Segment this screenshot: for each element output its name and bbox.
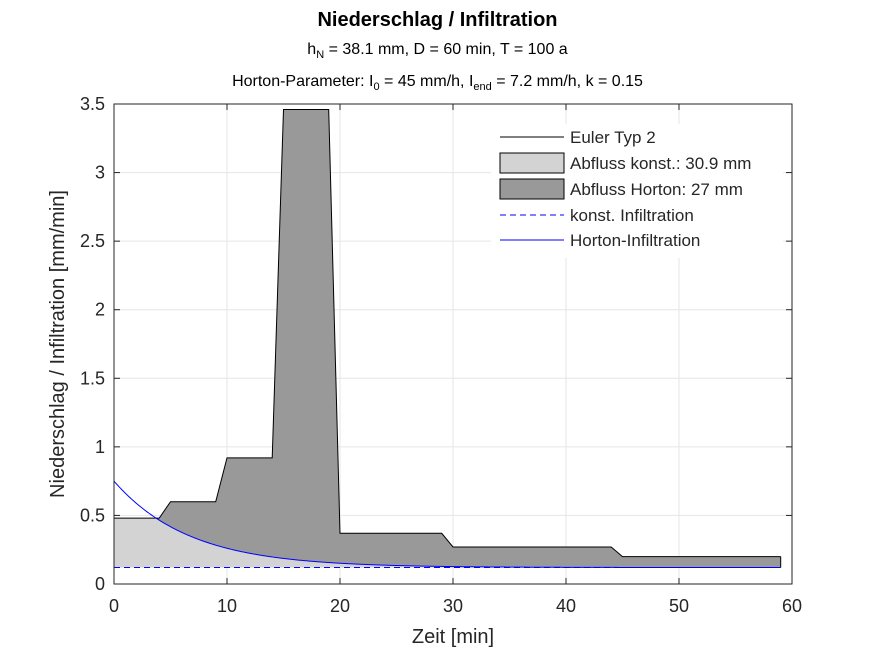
legend-label: konst. Infiltration: [570, 206, 694, 225]
x-tick-label: 50: [669, 596, 689, 616]
legend-label: Abfluss Horton: 27 mm: [570, 180, 743, 199]
y-tick-label: 0: [95, 574, 105, 594]
y-tick-label: 0.5: [80, 505, 105, 525]
legend-swatch-fill: [499, 152, 565, 174]
y-tick-label: 2: [95, 300, 105, 320]
legend-swatch-fill: [499, 178, 565, 200]
y-tick-label: 2.5: [80, 231, 105, 251]
y-tick-label: 1.5: [80, 368, 105, 388]
y-axis-label: Niederschlag / Infiltration [mm/min]: [47, 190, 69, 498]
x-tick-label: 0: [109, 596, 119, 616]
legend-label: Horton-Infiltration: [570, 231, 700, 250]
line-horton-infiltration: [113, 480, 781, 569]
y-tick-label: 3.5: [80, 94, 105, 114]
x-tick-label: 10: [217, 596, 237, 616]
legend-label: Abfluss konst.: 30.9 mm: [570, 154, 751, 173]
x-tick-label: 40: [556, 596, 576, 616]
x-tick-label: 30: [443, 596, 463, 616]
y-tick-label: 1: [95, 437, 105, 457]
chart-subtitle-2: Horton-Parameter: I0 = 45 mm/h, Iend = 7…: [232, 73, 643, 94]
legend-label: Euler Typ 2: [570, 128, 656, 147]
x-tick-label: 60: [782, 596, 802, 616]
chart-subtitle-1: hN = 38.1 mm, D = 60 min, T = 100 a: [307, 41, 568, 62]
chart-title: Niederschlag / Infiltration: [317, 9, 558, 31]
area-abfluss-konst: [114, 518, 781, 568]
y-tick-label: 3: [95, 163, 105, 183]
line-euler-typ2: [114, 108, 781, 558]
x-axis-label: Zeit [min]: [412, 626, 494, 648]
area-abfluss-horton: [114, 109, 781, 568]
x-tick-label: 20: [330, 596, 350, 616]
